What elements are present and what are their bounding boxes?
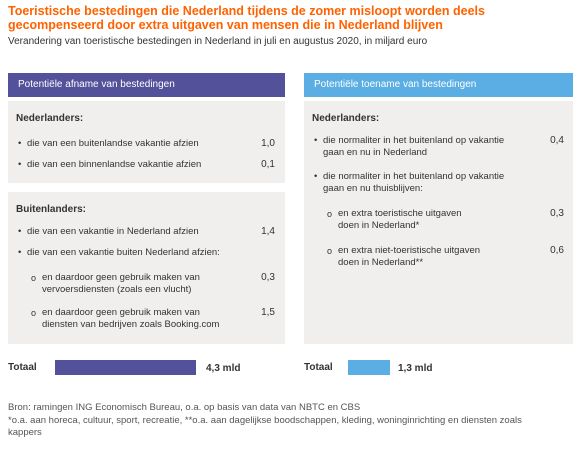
list-item: die van een vakantie in Nederland afzien [18, 226, 199, 238]
sub-item-line1: en daardoor geen gebruik maken van [42, 272, 200, 283]
item-value: 1,4 [261, 226, 275, 237]
item-value: 0,3 [261, 272, 275, 283]
sub-item-line1: en extra niet-toeristische uitgaven [338, 245, 481, 256]
item-value: 0,4 [550, 135, 564, 146]
item-value: 0,6 [550, 245, 564, 256]
item-value: 1,5 [261, 307, 275, 318]
right-box-dutch: Nederlanders: die normaliter in het buit… [304, 101, 573, 344]
left-group2-title: Buitenlanders: [16, 204, 87, 215]
sub-item-line2: doen in Nederland* [338, 220, 420, 231]
list-item: die normaliter in het buitenland op vaka… [314, 171, 505, 195]
right-total-bar [348, 360, 390, 375]
sub-list-item: en extra niet-toeristische uitgaven doen… [327, 245, 481, 269]
list-item: die van een vakantie buiten Nederland af… [18, 247, 220, 259]
right-total-label: Totaal [304, 362, 333, 373]
page-title: Toeristische bestedingen die Nederland t… [8, 4, 485, 32]
sub-item-line1: en daardoor geen gebruik maken van [42, 307, 200, 318]
sub-list-item: en daardoor geen gebruik maken van diens… [31, 307, 220, 331]
item-line1: die normaliter in het buitenland op vaka… [323, 171, 505, 182]
source-note: Bron: ramingen ING Economisch Bureau, o.… [8, 402, 361, 413]
left-total-value: 4,3 mld [206, 363, 241, 374]
right-group1-title: Nederlanders: [312, 113, 380, 124]
right-total-value: 1,3 mld [398, 363, 433, 374]
sub-list-item: en daardoor geen gebruik maken van vervo… [31, 272, 200, 296]
list-item: die normaliter in het buitenland op vaka… [314, 135, 505, 159]
sub-item-line2: vervoersdiensten (zoals een vlucht) [42, 284, 192, 295]
footnote: *o.a. aan horeca, cultuur, sport, recrea… [8, 415, 522, 438]
right-panel-header: Potentiële toename van bestedingen [304, 73, 573, 97]
left-group1-title: Nederlanders: [16, 113, 84, 124]
left-box-foreigners: Buitenlanders: die van een vakantie in N… [8, 192, 285, 344]
sub-item-line2: diensten van bedrijven zoals Booking.com [42, 319, 220, 330]
left-panel-header: Potentiële afname van bestedingen [8, 73, 285, 97]
item-value: 1,0 [261, 138, 275, 149]
sub-item-line2: doen in Nederland** [338, 257, 424, 268]
list-item: die van een buitenlandse vakantie afzien [18, 138, 199, 150]
left-total-label: Totaal [8, 362, 37, 373]
left-total-bar [55, 360, 196, 375]
item-line2: gaan en nu in Nederland [323, 147, 428, 158]
page-subtitle: Verandering van toeristische bestedingen… [8, 36, 428, 47]
item-line1: die normaliter in het buitenland op vaka… [323, 135, 505, 146]
sub-list-item: en extra toeristische uitgaven doen in N… [327, 208, 462, 232]
left-box-dutch: Nederlanders: die van een buitenlandse v… [8, 101, 285, 183]
list-item: die van een binnenlandse vakantie afzien [18, 159, 201, 171]
item-value: 0,3 [550, 208, 564, 219]
sub-item-line1: en extra toeristische uitgaven [338, 208, 462, 219]
item-line2: gaan en nu thuisblijven: [323, 183, 423, 194]
item-value: 0,1 [261, 159, 275, 170]
